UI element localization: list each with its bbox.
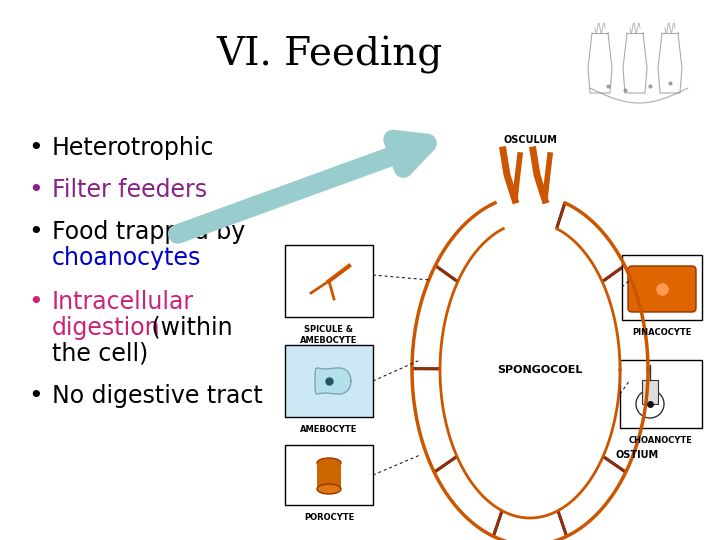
Ellipse shape — [317, 484, 341, 494]
Polygon shape — [412, 367, 440, 370]
Text: OSTIUM: OSTIUM — [615, 450, 658, 460]
Text: •: • — [28, 178, 42, 202]
Bar — [285, 345, 373, 417]
Circle shape — [636, 390, 664, 418]
Ellipse shape — [317, 458, 341, 468]
Text: •: • — [28, 384, 42, 408]
Bar — [622, 255, 702, 320]
Text: PINACOCYTE: PINACOCYTE — [632, 328, 692, 337]
Polygon shape — [555, 202, 566, 229]
Polygon shape — [492, 510, 503, 537]
Text: •: • — [28, 290, 42, 314]
Text: digestion: digestion — [52, 316, 161, 340]
Bar — [642, 380, 658, 404]
Text: SPICULE &: SPICULE & — [305, 325, 354, 334]
Text: AMEBOCYTE: AMEBOCYTE — [300, 336, 358, 345]
Text: •: • — [28, 136, 42, 160]
Text: SPONGOCOEL: SPONGOCOEL — [498, 365, 582, 375]
Text: choanocytes: choanocytes — [52, 246, 202, 270]
Polygon shape — [620, 367, 648, 370]
Text: Filter feeders: Filter feeders — [52, 178, 207, 202]
Text: the cell): the cell) — [52, 342, 148, 366]
Bar — [285, 245, 373, 317]
Bar — [620, 360, 702, 428]
Text: OSCULUM: OSCULUM — [503, 135, 557, 145]
Text: No digestive tract: No digestive tract — [52, 384, 263, 408]
Text: Food trapped by: Food trapped by — [52, 220, 246, 244]
Text: Heterotrophic: Heterotrophic — [52, 136, 215, 160]
Polygon shape — [315, 368, 351, 394]
Text: CHOANOCYTE: CHOANOCYTE — [629, 436, 693, 445]
Polygon shape — [557, 510, 568, 537]
Polygon shape — [603, 455, 626, 473]
Text: (within: (within — [144, 316, 233, 340]
Bar — [285, 445, 373, 505]
Text: POROCYTE: POROCYTE — [304, 513, 354, 522]
Text: VI. Feeding: VI. Feeding — [217, 36, 443, 74]
Text: •: • — [28, 220, 42, 244]
Bar — [317, 463, 341, 489]
Polygon shape — [601, 265, 626, 282]
Polygon shape — [435, 265, 459, 282]
FancyBboxPatch shape — [628, 266, 696, 312]
Text: Intracellular: Intracellular — [52, 290, 194, 314]
Polygon shape — [433, 455, 458, 473]
Text: AMEBOCYTE: AMEBOCYTE — [300, 425, 358, 434]
